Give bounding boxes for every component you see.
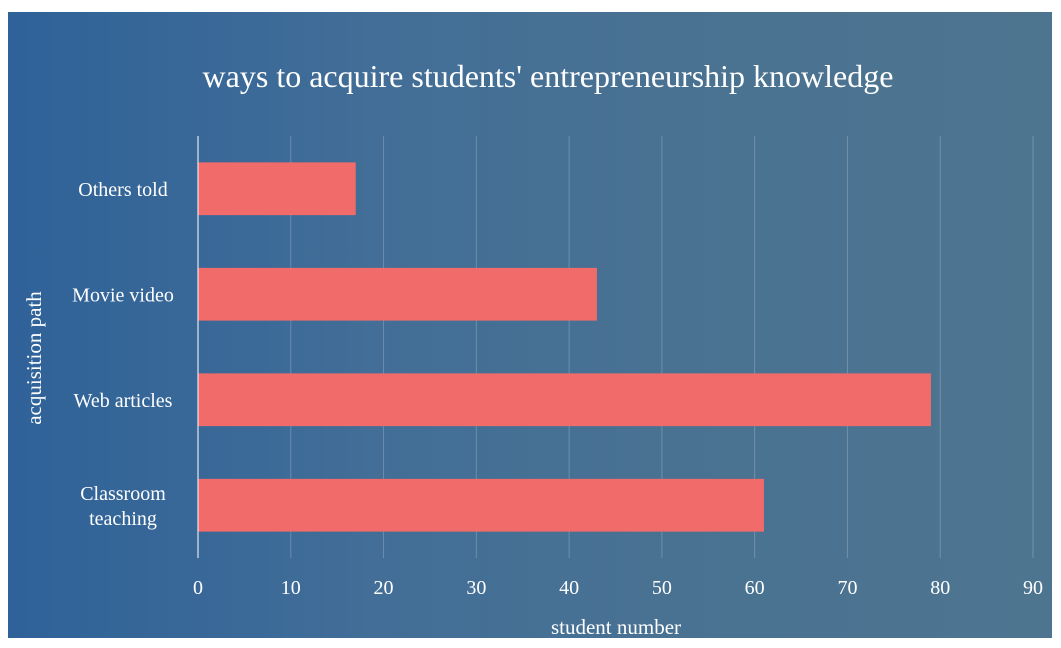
y-tick-label-line: Classroom [80,483,166,505]
y-axis-title: acquisition path [22,291,46,425]
bar-others-told [198,162,356,216]
y-tick-label: Movie video [72,284,174,306]
chart-frame: ways to acquire students' entrepreneursh… [8,12,1052,638]
x-tick-label: 30 [466,577,486,599]
y-tick-label: Web articles [74,390,173,412]
x-tick-label: 60 [745,577,765,599]
gridlines [290,136,1034,558]
x-tick-label: 0 [193,577,203,599]
x-tick-label: 70 [837,577,857,599]
y-tick-label-line: Others told [78,179,167,201]
x-tick-label: 90 [1023,577,1043,599]
x-axis-title: student number [551,615,681,638]
x-tick-label: 50 [652,577,672,599]
x-tick-label: 40 [559,577,579,599]
y-tick-label-line: Web articles [74,390,173,412]
x-tick-label: 20 [374,577,394,599]
y-tick-label-line: teaching [89,508,157,530]
y-tick-label: Classroom teaching [80,483,166,530]
y-tick-label: Others told [78,179,167,201]
bars [198,162,931,532]
chart-title: ways to acquire students' entrepreneursh… [203,58,894,94]
bar-movie-video [198,267,597,321]
x-tick-label: 80 [930,577,950,599]
y-tick-label-line: Movie video [72,284,174,306]
y-tick-labels: Classroom teaching Web articles Movie video… [72,179,174,530]
x-tick-label: 10 [281,577,301,599]
bar-web-articles [198,373,931,427]
bar-classroom-teaching [198,478,764,532]
x-tick-labels: 0 10 20 30 40 50 60 70 80 90 [193,577,1043,599]
bar-chart: ways to acquire students' entrepreneursh… [22,58,1043,638]
